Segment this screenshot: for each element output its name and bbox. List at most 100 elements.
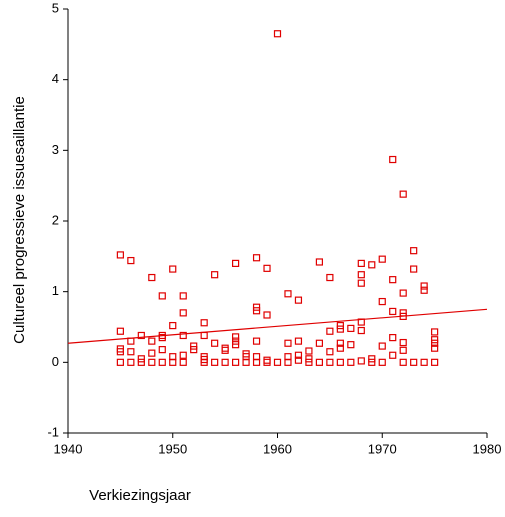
point [232, 358, 240, 366]
point [326, 348, 334, 356]
point [357, 271, 365, 279]
point [252, 254, 261, 262]
point [399, 346, 407, 354]
y-tick-label: 2 [52, 212, 59, 227]
point [200, 319, 208, 327]
point [232, 333, 240, 341]
point [389, 276, 397, 284]
point [326, 273, 334, 282]
y-tick-label: 3 [52, 142, 59, 157]
point [389, 155, 397, 164]
point [190, 346, 198, 354]
point [211, 339, 219, 347]
point [221, 344, 229, 352]
point [410, 358, 418, 366]
point [179, 309, 187, 317]
point [431, 344, 439, 352]
point [399, 358, 407, 366]
point [179, 292, 187, 300]
point [431, 358, 439, 366]
point [284, 358, 292, 366]
point [137, 331, 145, 340]
point [305, 358, 313, 366]
point [252, 337, 261, 345]
point [200, 331, 208, 340]
point [315, 258, 323, 266]
point [273, 358, 282, 366]
point [347, 324, 355, 333]
y-tick-label: 4 [52, 71, 59, 86]
point [127, 348, 135, 356]
point [252, 358, 261, 366]
y-axis-label: Cultureel progressieve issuesaillantie [11, 96, 28, 344]
point [169, 265, 177, 273]
point [368, 261, 376, 269]
point [389, 334, 397, 342]
point [378, 358, 386, 366]
point [116, 327, 124, 335]
point [127, 358, 135, 366]
point [378, 255, 386, 263]
point [252, 307, 261, 315]
point [431, 328, 439, 336]
point [148, 349, 156, 357]
point [169, 321, 177, 330]
point [399, 338, 407, 347]
point [378, 297, 386, 306]
point [294, 351, 303, 359]
point [389, 307, 397, 316]
point [357, 279, 365, 287]
point [211, 358, 219, 366]
point [158, 334, 166, 342]
point [347, 341, 355, 349]
point [399, 190, 407, 198]
point [336, 339, 344, 347]
point [410, 265, 418, 273]
point [232, 259, 240, 267]
point [420, 282, 428, 290]
x-axis-label: Verkiezingsjaar [89, 487, 191, 504]
point [116, 251, 124, 259]
point [431, 339, 439, 347]
point [336, 325, 344, 333]
point [336, 344, 344, 352]
point [315, 339, 323, 347]
point [179, 351, 187, 359]
point [357, 326, 365, 335]
point [347, 358, 355, 366]
x-tick-label: 1960 [263, 441, 292, 456]
x-tick-label: 1950 [158, 441, 187, 456]
point [221, 346, 229, 354]
point [148, 273, 156, 282]
point [158, 346, 166, 354]
point [148, 358, 156, 366]
x-tick-label: 1970 [368, 441, 397, 456]
point [116, 348, 124, 356]
point [221, 358, 229, 366]
point [158, 292, 166, 300]
point [326, 327, 334, 335]
point [211, 271, 219, 279]
point [200, 358, 208, 366]
point [263, 358, 271, 366]
point [127, 256, 135, 265]
point [368, 358, 376, 366]
y-tick-label: 5 [52, 0, 59, 15]
point [305, 347, 313, 355]
point [326, 358, 334, 366]
x-tick-label: 1980 [473, 441, 502, 456]
point [169, 358, 177, 366]
point [116, 358, 124, 366]
point [179, 331, 187, 340]
point [232, 341, 240, 349]
point [158, 358, 166, 366]
trend-line [67, 308, 488, 344]
point [294, 337, 303, 345]
y-tick-label: 0 [52, 354, 59, 369]
point [410, 247, 418, 255]
point [294, 356, 303, 364]
point [148, 337, 156, 345]
point [179, 358, 187, 366]
point [420, 358, 428, 366]
